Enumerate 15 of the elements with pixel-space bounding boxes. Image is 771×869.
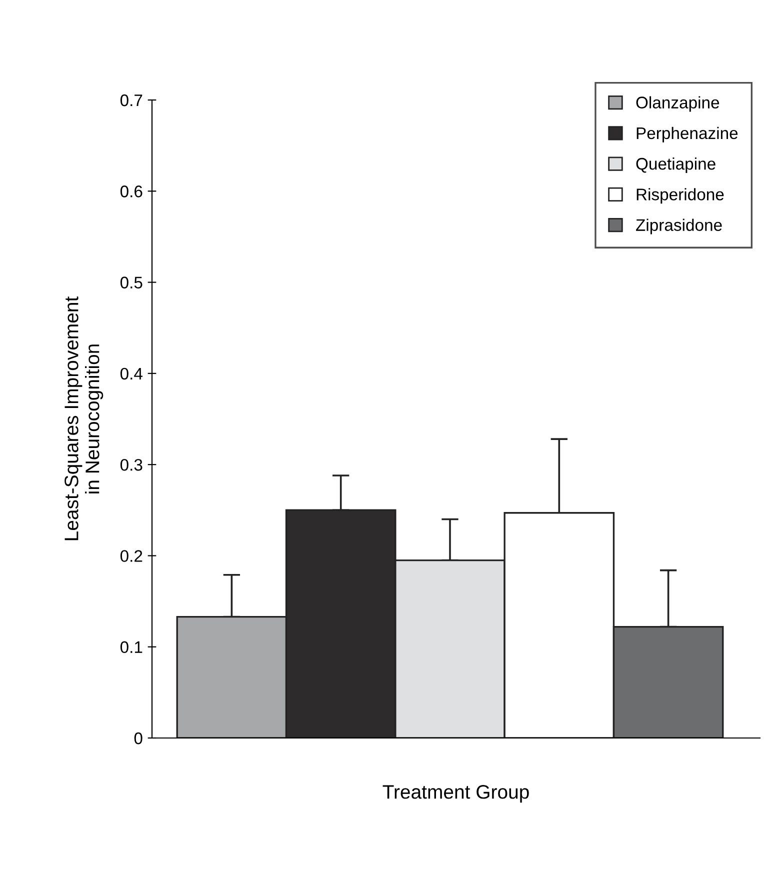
y-tick-label: 0.7 (120, 94, 142, 106)
x-axis-title: Treatment Group (382, 785, 529, 803)
y-tick-label: 0.1 (120, 641, 142, 654)
y-tick-label: 0.2 (120, 550, 142, 562)
legend-label: Quetiapine (636, 157, 716, 174)
y-axis-title: Least-Squares Improvement in Neurocognition (64, 296, 104, 540)
y-tick-label: 0.3 (120, 458, 142, 471)
y-tick-label: 0.6 (120, 186, 142, 198)
y-tick-label: 0 (134, 732, 142, 744)
legend-label: Risperidone (636, 188, 724, 204)
y-tick-label: 0.5 (120, 276, 142, 288)
y-tick-label: 0.4 (120, 368, 142, 380)
legend-label: Olanzapine (636, 96, 720, 112)
legend-label: Ziprasidone (636, 218, 722, 234)
legend-label: Perphenazine (636, 126, 738, 142)
